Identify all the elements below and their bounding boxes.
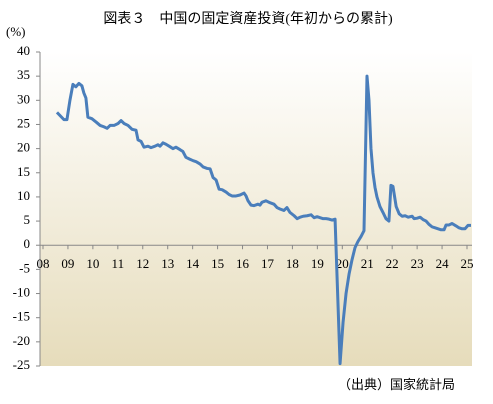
x-tick-label: 25 bbox=[461, 256, 474, 271]
x-tick-label: 18 bbox=[286, 256, 299, 271]
y-tick-label: 10 bbox=[17, 188, 30, 203]
y-tick-label: 5 bbox=[24, 212, 31, 227]
x-tick-label: 15 bbox=[211, 256, 224, 271]
y-tick-label: -15 bbox=[13, 309, 30, 324]
x-tick-label: 22 bbox=[386, 256, 399, 271]
data-line bbox=[55, 74, 472, 366]
y-tick-label: 25 bbox=[17, 115, 30, 130]
y-tick-label: -5 bbox=[19, 260, 30, 275]
y-axis-label: (%) bbox=[6, 24, 26, 39]
source-note: （出典）国家統計局 bbox=[338, 377, 455, 392]
x-tick-label: 23 bbox=[411, 256, 424, 271]
x-tick-label: 08 bbox=[36, 256, 49, 271]
y-tick-label: 20 bbox=[17, 140, 30, 155]
plot-area bbox=[40, 52, 472, 366]
x-tick-label: 24 bbox=[436, 256, 450, 271]
y-tick-label: 15 bbox=[17, 164, 30, 179]
x-tick-label: 21 bbox=[361, 256, 374, 271]
x-tick-label: 19 bbox=[311, 256, 324, 271]
y-tick-label: -20 bbox=[13, 333, 30, 348]
y-tick-label: -10 bbox=[13, 285, 30, 300]
y-tick-label: -25 bbox=[13, 357, 30, 372]
x-tick-label: 16 bbox=[236, 256, 250, 271]
x-tick-label: 20 bbox=[336, 256, 349, 271]
y-tick-label: 30 bbox=[17, 91, 30, 106]
x-tick-label: 17 bbox=[261, 256, 275, 271]
x-tick-label: 11 bbox=[112, 256, 125, 271]
x-tick-label: 13 bbox=[161, 256, 174, 271]
x-tick-label: 14 bbox=[186, 256, 200, 271]
y-tick-label: 0 bbox=[24, 236, 31, 251]
y-tick-label: 40 bbox=[17, 43, 30, 58]
x-tick-label: 10 bbox=[86, 256, 99, 271]
chart-title: 図表３ 中国の固定資産投資(年初からの累計) bbox=[103, 10, 393, 27]
y-tick-label: 35 bbox=[17, 67, 30, 82]
x-tick-label: 12 bbox=[136, 256, 149, 271]
x-tick-label: 09 bbox=[61, 256, 74, 271]
